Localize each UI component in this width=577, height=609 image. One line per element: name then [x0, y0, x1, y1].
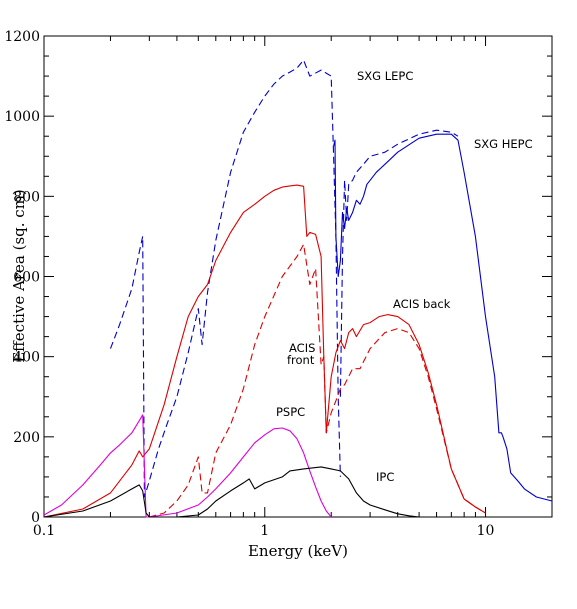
- y-tick-label: 0: [31, 510, 40, 526]
- series-acis-back-solid: [43, 184, 486, 518]
- y-tick-label: 800: [13, 189, 40, 205]
- x-axis-title: Energy (keV): [248, 542, 348, 560]
- label-acis-front-line1: ACIS: [289, 341, 315, 355]
- series-acis-front-dashed: [149, 243, 486, 518]
- series-sxg-lepc-dashed: [109, 59, 341, 498]
- label-sxg-lepc: SXG LEPC: [357, 69, 413, 83]
- series-layer: [43, 59, 553, 518]
- y-tick-label: 1000: [4, 109, 40, 125]
- series-sxg-hepc-dashed: [339, 129, 459, 397]
- x-tick-label: 1: [260, 523, 269, 539]
- y-tick-label: 600: [13, 270, 40, 286]
- label-sxg-hepc: SXG HEPC: [474, 137, 533, 151]
- x-tick-label: 0.1: [33, 523, 55, 539]
- label-acis-front-line2: front: [287, 353, 315, 367]
- label-ipc: IPC: [376, 470, 394, 484]
- y-tick-label: 400: [13, 350, 40, 366]
- axis-ticks: 0 200 400 600 800 1000 1200 0.1 1 10: [4, 29, 553, 539]
- label-acis-back: ACIS back: [393, 297, 451, 311]
- y-axis-title: Effective Area (sq. cm): [10, 189, 28, 363]
- y-tick-label: 1200: [4, 29, 40, 45]
- series-sxg-hepc-solid: [333, 133, 553, 502]
- y-tick-label: 200: [13, 430, 40, 446]
- series-ipc-solid: [43, 466, 420, 518]
- series-pspc-solid: [43, 414, 332, 518]
- label-pspc: PSPC: [276, 405, 305, 419]
- x-tick-label: 10: [477, 523, 495, 539]
